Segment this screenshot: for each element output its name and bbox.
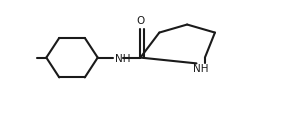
Text: NH: NH — [193, 64, 208, 74]
Text: O: O — [136, 15, 145, 25]
Text: NH: NH — [115, 53, 130, 63]
